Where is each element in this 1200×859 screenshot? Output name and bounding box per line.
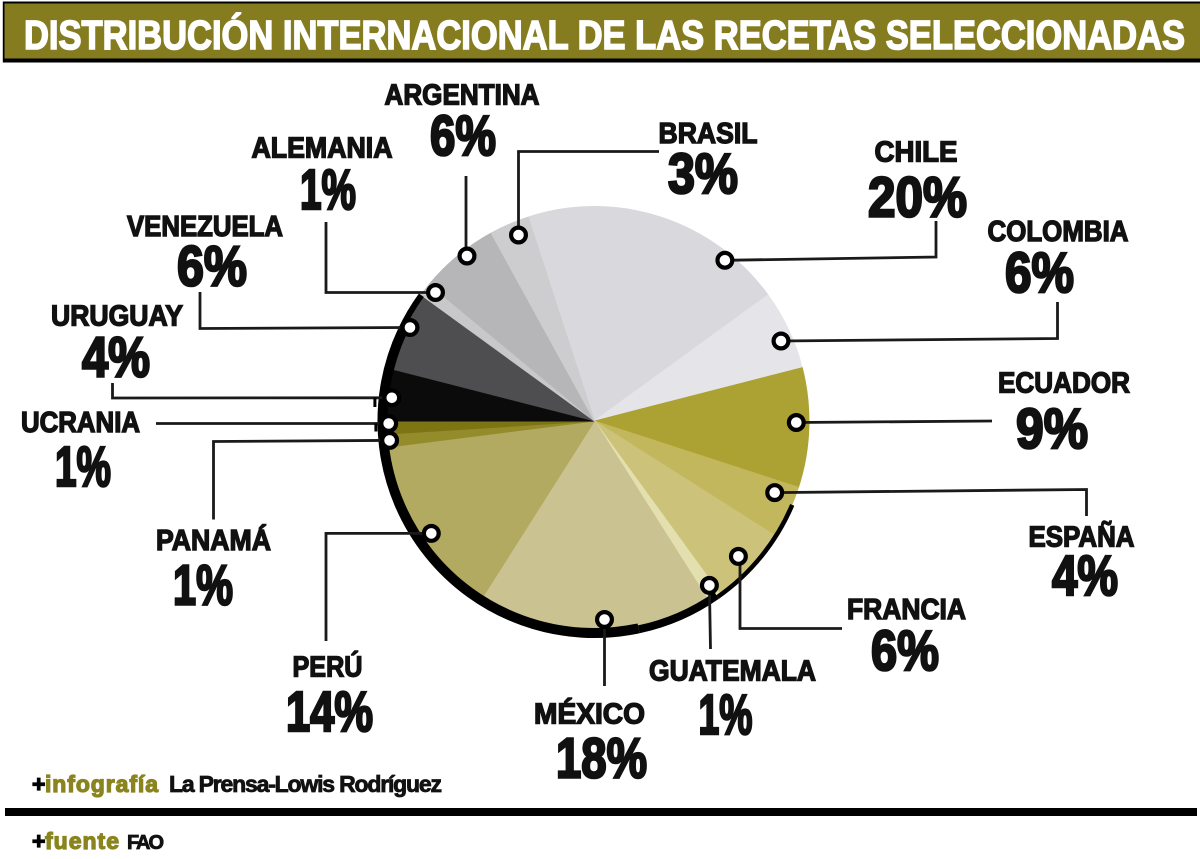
svg-text:fuente: fuente	[45, 828, 119, 854]
svg-text:6%: 6%	[430, 104, 496, 168]
svg-text:1%: 1%	[173, 554, 233, 618]
svg-text:+: +	[32, 828, 45, 854]
svg-text:9%: 9%	[1016, 397, 1088, 461]
svg-text:CHILE: CHILE	[875, 137, 958, 169]
svg-text:6%: 6%	[871, 619, 939, 683]
svg-text:4%: 4%	[82, 326, 150, 390]
svg-text:20%: 20%	[868, 166, 967, 230]
svg-text:PERÚ: PERÚ	[293, 650, 363, 684]
svg-text:18%: 18%	[556, 727, 647, 791]
svg-text:infografía: infografía	[45, 771, 158, 797]
svg-text:1%: 1%	[300, 158, 356, 222]
svg-text:+: +	[32, 771, 45, 797]
svg-text:3%: 3%	[668, 142, 738, 206]
svg-text:1%: 1%	[55, 435, 111, 499]
svg-text:FAO: FAO	[127, 832, 164, 854]
svg-text:PANAMÁ: PANAMÁ	[156, 523, 271, 557]
svg-text:4%: 4%	[1052, 544, 1118, 608]
svg-text:6%: 6%	[177, 235, 247, 299]
svg-text:MÉXICO: MÉXICO	[534, 697, 645, 731]
svg-text:1%: 1%	[699, 683, 753, 747]
svg-text:DISTRIBUCIÓN INTERNACIONAL DE: DISTRIBUCIÓN INTERNACIONAL DE LAS RECETA…	[24, 12, 1185, 58]
svg-text:La Prensa-Lowis Rodríguez: La Prensa-Lowis Rodríguez	[169, 771, 442, 797]
svg-text:6%: 6%	[1005, 241, 1074, 305]
svg-text:ECUADOR: ECUADOR	[998, 368, 1130, 400]
svg-text:14%: 14%	[286, 680, 373, 744]
